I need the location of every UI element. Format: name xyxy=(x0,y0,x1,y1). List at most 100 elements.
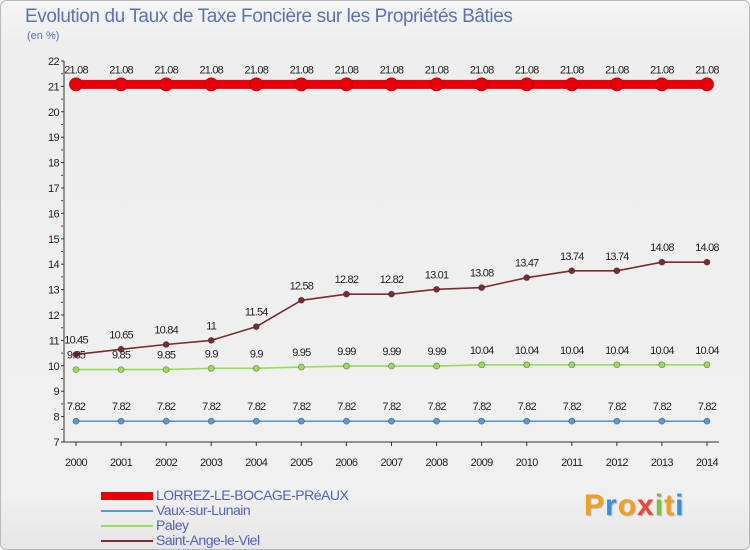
logo-letter: o xyxy=(617,489,638,522)
series-point-1 xyxy=(523,417,531,425)
data-label-2: 10.04 xyxy=(605,345,629,357)
series-point-2 xyxy=(72,366,80,374)
data-label-1: 7.82 xyxy=(473,401,492,413)
x-tick-label: 2003 xyxy=(200,457,223,469)
series-point-2 xyxy=(117,366,125,374)
data-label-0: 21.08 xyxy=(154,64,178,76)
logo-letter: x xyxy=(637,489,655,522)
data-label-2: 9.99 xyxy=(427,346,446,358)
series-point-2 xyxy=(388,362,395,370)
data-label-0: 21.08 xyxy=(515,64,539,76)
y-tick-label: 17 xyxy=(48,183,60,195)
series-point-3 xyxy=(72,350,80,358)
series-point-1 xyxy=(252,417,260,425)
series-point-1 xyxy=(343,417,350,425)
data-label-2: 9.99 xyxy=(337,346,356,358)
series-point-2 xyxy=(658,361,666,369)
x-tick-label: 2009 xyxy=(471,457,494,469)
data-label-3: 12.82 xyxy=(380,274,404,286)
data-label-1: 7.82 xyxy=(382,401,401,413)
y-tick-label: 18 xyxy=(48,158,60,170)
data-label-3: 13.01 xyxy=(425,269,449,281)
data-label-1: 7.82 xyxy=(157,401,176,413)
data-label-3: 10.65 xyxy=(109,329,133,341)
axes: 7 8 9 10 11 12 13 14 15 16 17 18 19 20 21 22 2000 2001 200… xyxy=(48,56,719,469)
series-point-0 xyxy=(159,77,174,92)
series-point-0 xyxy=(69,77,83,92)
data-label-2: 9.95 xyxy=(292,347,311,359)
series-point-1 xyxy=(613,417,621,425)
data-label-2: 10.04 xyxy=(560,345,584,357)
legend-label: Vaux-sur-Lunain xyxy=(156,502,251,518)
data-label-3: 11 xyxy=(206,320,217,332)
series-point-3 xyxy=(388,290,395,298)
legend-swatch xyxy=(101,492,153,500)
series-point-0 xyxy=(249,77,264,92)
x-tick-label: 2007 xyxy=(380,457,403,469)
series-point-3 xyxy=(568,267,576,275)
data-label-1: 7.82 xyxy=(518,401,537,413)
series-point-3 xyxy=(613,267,621,275)
proxiti-logo: Proxiti xyxy=(584,489,684,523)
series-point-2 xyxy=(252,364,260,372)
legend-item: LORREZ-LE-BOCAGE-PRéAUX xyxy=(101,487,501,503)
series-point-0 xyxy=(294,77,309,92)
y-tick-label: 14 xyxy=(48,259,60,271)
series-point-0 xyxy=(609,77,624,92)
data-label-0: 21.08 xyxy=(380,64,404,76)
data-label-0: 21.08 xyxy=(109,64,133,76)
logo-letter: r xyxy=(605,489,618,522)
data-label-3: 14.08 xyxy=(695,242,719,254)
data-label-0: 21.08 xyxy=(245,64,269,76)
x-tick-label: 2000 xyxy=(65,457,88,469)
series-point-1 xyxy=(207,417,215,425)
legend-label: Paley xyxy=(156,517,189,533)
data-label-2: 9.99 xyxy=(382,346,401,358)
series-point-2 xyxy=(703,361,711,369)
data-label-0: 21.08 xyxy=(470,64,494,76)
data-label-3: 10.84 xyxy=(154,324,178,336)
data-labels-layer: 21.08 21.08 21.08 21.08 21.08 21.08 21.08 21.08… xyxy=(64,64,720,413)
series-point-0 xyxy=(655,77,669,92)
y-tick-label: 7 xyxy=(53,437,59,449)
data-label-3: 12.82 xyxy=(335,274,359,286)
legend-item: Paley xyxy=(101,517,501,533)
legend: LORREZ-LE-BOCAGE-PRéAUX Vaux-sur-Lunain Pa… xyxy=(101,487,501,548)
logo-letter: i xyxy=(654,489,665,522)
data-label-3: 13.74 xyxy=(605,251,629,263)
series-point-3 xyxy=(478,284,486,291)
legend-item: Saint-Ange-le-Viel xyxy=(101,532,501,548)
series-point-0 xyxy=(519,77,534,92)
y-tick-label: 11 xyxy=(49,335,60,347)
series-layer xyxy=(69,77,714,425)
series-point-2 xyxy=(613,361,621,369)
series-point-3 xyxy=(523,274,531,282)
data-label-3: 11.54 xyxy=(245,307,268,319)
series-point-0 xyxy=(114,77,128,92)
data-label-1: 7.82 xyxy=(563,401,582,413)
data-label-1: 7.82 xyxy=(112,401,131,413)
series-point-2 xyxy=(297,363,305,371)
data-label-2: 9.85 xyxy=(67,350,86,362)
series-point-1 xyxy=(703,417,711,425)
y-tick-label: 22 xyxy=(48,56,60,68)
legend-item: Vaux-sur-Lunain xyxy=(101,502,501,518)
series-point-3 xyxy=(433,285,440,293)
data-label-0: 21.08 xyxy=(199,64,223,76)
y-tick-label: 15 xyxy=(48,234,60,246)
y-tick-label: 12 xyxy=(48,310,60,322)
data-label-1: 7.82 xyxy=(653,401,672,413)
series-point-2 xyxy=(478,361,486,369)
series-point-1 xyxy=(658,417,666,425)
y-tick-label: 21 xyxy=(48,81,60,93)
series-point-0 xyxy=(429,77,444,92)
data-label-2: 9.85 xyxy=(157,350,176,362)
legend-swatch xyxy=(101,525,153,527)
series-point-3 xyxy=(117,345,125,353)
series-point-1 xyxy=(297,417,305,425)
data-label-0: 21.08 xyxy=(290,64,314,76)
series-point-3 xyxy=(162,341,170,348)
series-point-0 xyxy=(564,77,579,92)
series-point-1 xyxy=(478,417,486,425)
